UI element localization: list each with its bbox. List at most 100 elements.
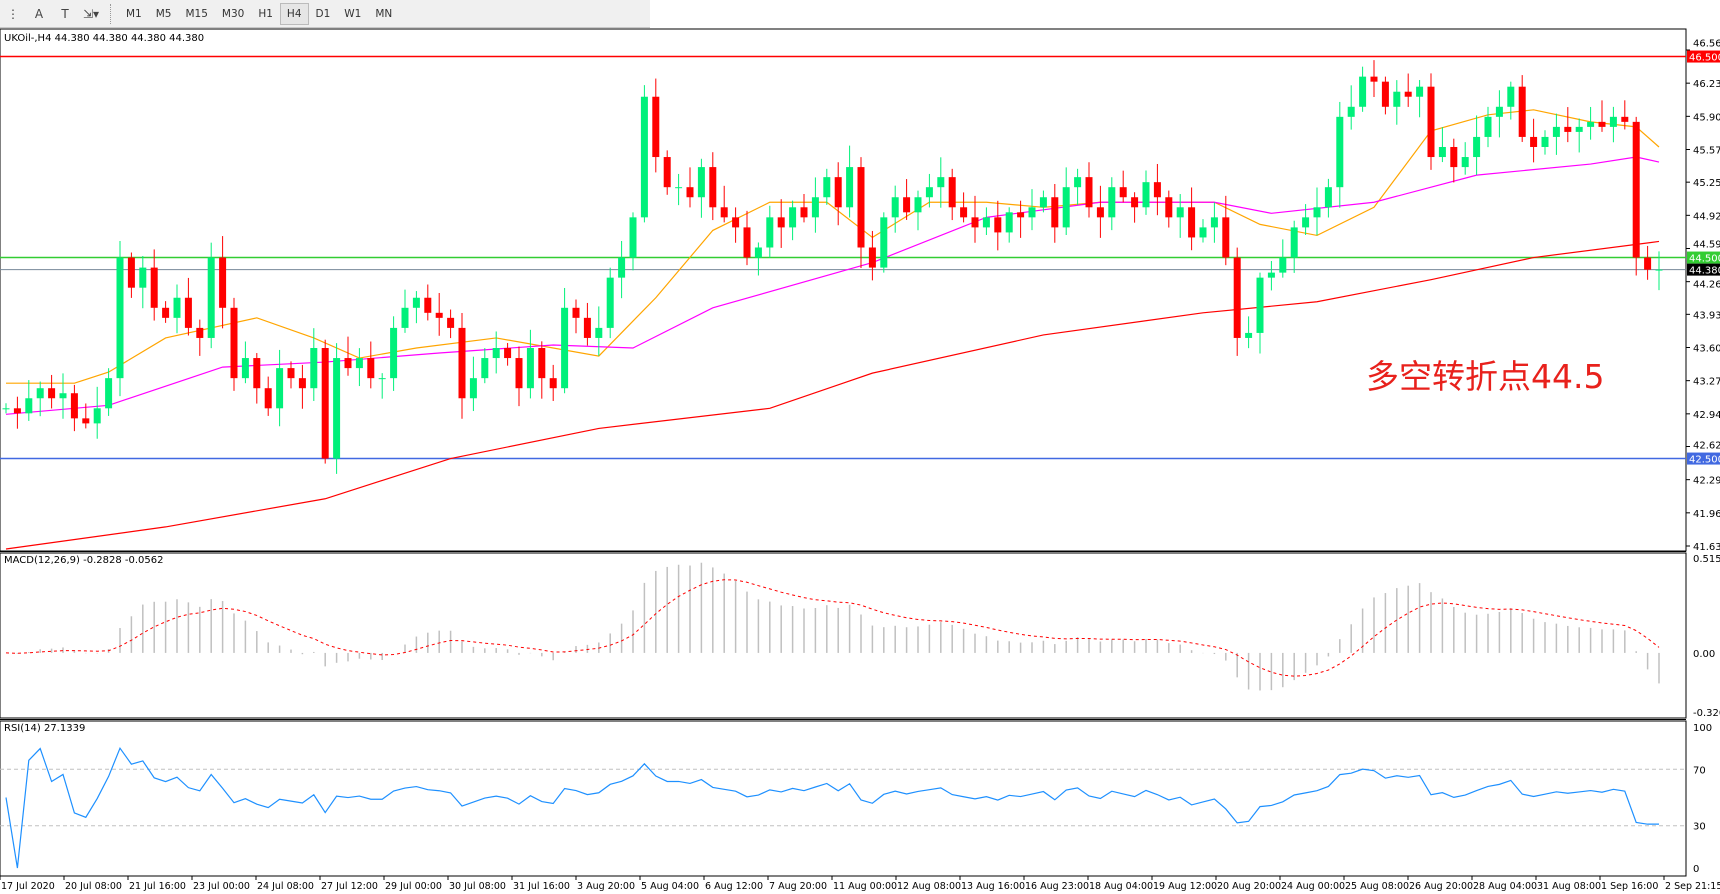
bear-candle bbox=[1131, 197, 1139, 208]
time-label: 5 Aug 04:00 bbox=[641, 881, 699, 892]
bull-candle bbox=[1655, 269, 1663, 271]
price-tick-label: 45.905 bbox=[1693, 112, 1720, 123]
bull-candle bbox=[1290, 227, 1298, 258]
bull-candle bbox=[1347, 106, 1355, 117]
bear-candle bbox=[458, 327, 466, 399]
bear-candle bbox=[1518, 86, 1526, 137]
bear-candle bbox=[1530, 136, 1538, 147]
timeframe-h4[interactable]: H4 bbox=[279, 2, 309, 25]
bear-candle bbox=[1085, 177, 1093, 208]
time-label: 17 Jul 2020 bbox=[1, 881, 55, 892]
time-label: 30 Jul 08:00 bbox=[449, 881, 506, 892]
bear-candle bbox=[663, 157, 671, 188]
bear-candle bbox=[868, 247, 876, 268]
bull-candle bbox=[1324, 187, 1332, 208]
bear-candle bbox=[162, 307, 170, 318]
time-label: 21 Jul 16:00 bbox=[129, 881, 186, 892]
bull-candle bbox=[93, 408, 101, 424]
bear-candle bbox=[1427, 86, 1435, 158]
time-label: 11 Aug 00:00 bbox=[833, 881, 897, 892]
bull-candle bbox=[401, 307, 409, 328]
text-icon[interactable]: A bbox=[34, 6, 44, 21]
bull-candle bbox=[355, 358, 363, 369]
text-label-icon[interactable]: T bbox=[61, 6, 69, 21]
time-label: 24 Jul 08:00 bbox=[257, 881, 314, 892]
time-label: 19 Aug 12:00 bbox=[1153, 881, 1217, 892]
time-label: 1 Sep 16:00 bbox=[1601, 881, 1658, 892]
bear-candle bbox=[515, 358, 523, 389]
timeframe-m15[interactable]: M15 bbox=[185, 7, 208, 20]
bull-candle bbox=[789, 207, 797, 228]
bear-candle bbox=[344, 358, 352, 369]
toolbar: ⋮ A T ⇲▾ M1 M5 M15 M30 H1 H4 D1 W1 MN bbox=[0, 0, 650, 28]
bull-candle bbox=[925, 187, 933, 198]
bear-candle bbox=[253, 358, 261, 389]
bull-candle bbox=[595, 327, 603, 338]
bear-candle bbox=[70, 393, 78, 419]
bull-candle bbox=[1028, 207, 1036, 218]
bull-candle bbox=[1473, 136, 1481, 158]
bull-candle bbox=[390, 327, 398, 379]
bull-candle bbox=[1609, 116, 1617, 127]
bull-candle bbox=[675, 187, 683, 189]
bull-candle bbox=[1062, 187, 1070, 228]
time-label: 7 Aug 20:00 bbox=[769, 881, 827, 892]
bull-candle bbox=[629, 217, 637, 258]
bear-candle bbox=[1188, 207, 1196, 238]
macd-label: MACD(12,26,9) -0.2828 -0.0562 bbox=[4, 555, 164, 566]
bear-candle bbox=[321, 348, 329, 459]
timeframe-w1[interactable]: W1 bbox=[344, 7, 362, 20]
bear-candle bbox=[219, 257, 227, 308]
timeframe-m30[interactable]: M30 bbox=[221, 7, 245, 20]
bull-candle bbox=[823, 177, 831, 198]
bear-candle bbox=[720, 207, 728, 218]
rsi-tick-label: 70 bbox=[1693, 765, 1706, 776]
bear-candle bbox=[948, 177, 956, 208]
bull-candle bbox=[1108, 187, 1116, 218]
price-label-46.500: 46.500 bbox=[1689, 53, 1720, 64]
bull-candle bbox=[276, 368, 284, 409]
bear-candle bbox=[504, 348, 512, 359]
price-tick-label: 44.260 bbox=[1693, 280, 1720, 291]
arrows-icon[interactable]: ⇲▾ bbox=[82, 6, 100, 21]
rsi-tick-label: 0 bbox=[1693, 864, 1699, 875]
time-label: 2 Sep 21:15 bbox=[1665, 881, 1720, 892]
bull-candle bbox=[1575, 126, 1583, 132]
bear-candle bbox=[857, 167, 865, 248]
bear-candle bbox=[184, 297, 192, 328]
price-tick-label: 44.920 bbox=[1693, 211, 1720, 222]
bear-candle bbox=[1096, 207, 1104, 218]
bear-candle bbox=[48, 388, 56, 399]
fibonacci-fan-icon[interactable]: ⋮ bbox=[7, 6, 19, 21]
bull-candle bbox=[1074, 177, 1082, 188]
bear-candle bbox=[903, 197, 911, 213]
timeframe-d1[interactable]: D1 bbox=[315, 7, 331, 20]
timeframe-group: M1 M5 M15 M30 H1 H4 D1 W1 MN bbox=[119, 2, 399, 25]
bull-candle bbox=[1336, 116, 1344, 188]
bull-candle bbox=[1416, 86, 1424, 97]
price-label-44.500: 44.500 bbox=[1689, 254, 1720, 265]
timeframe-h1[interactable]: H1 bbox=[258, 7, 273, 20]
bear-candle bbox=[1222, 217, 1230, 258]
timeframe-m1[interactable]: M1 bbox=[126, 7, 142, 20]
time-label: 31 Aug 08:00 bbox=[1537, 881, 1601, 892]
bull-candle bbox=[1541, 136, 1549, 147]
bull-candle bbox=[469, 378, 477, 399]
bear-candle bbox=[1233, 257, 1241, 338]
price-tick-label: 42.290 bbox=[1693, 476, 1720, 487]
bull-candle bbox=[982, 217, 990, 228]
bull-candle bbox=[116, 257, 124, 379]
price-tick-label: 42.620 bbox=[1693, 441, 1720, 452]
timeframe-m5[interactable]: M5 bbox=[155, 7, 172, 20]
bull-candle bbox=[880, 217, 888, 268]
timeframe-mn[interactable]: MN bbox=[375, 7, 393, 20]
bull-candle bbox=[1438, 146, 1446, 158]
bear-candle bbox=[264, 388, 272, 409]
bull-candle bbox=[1587, 121, 1595, 127]
bull-candle bbox=[1495, 106, 1503, 117]
price-label-44.380: 44.380 bbox=[1689, 266, 1720, 277]
price-tick-label: 44.590 bbox=[1693, 240, 1720, 251]
time-label: 18 Aug 04:00 bbox=[1089, 881, 1153, 892]
bear-candle bbox=[424, 297, 432, 313]
